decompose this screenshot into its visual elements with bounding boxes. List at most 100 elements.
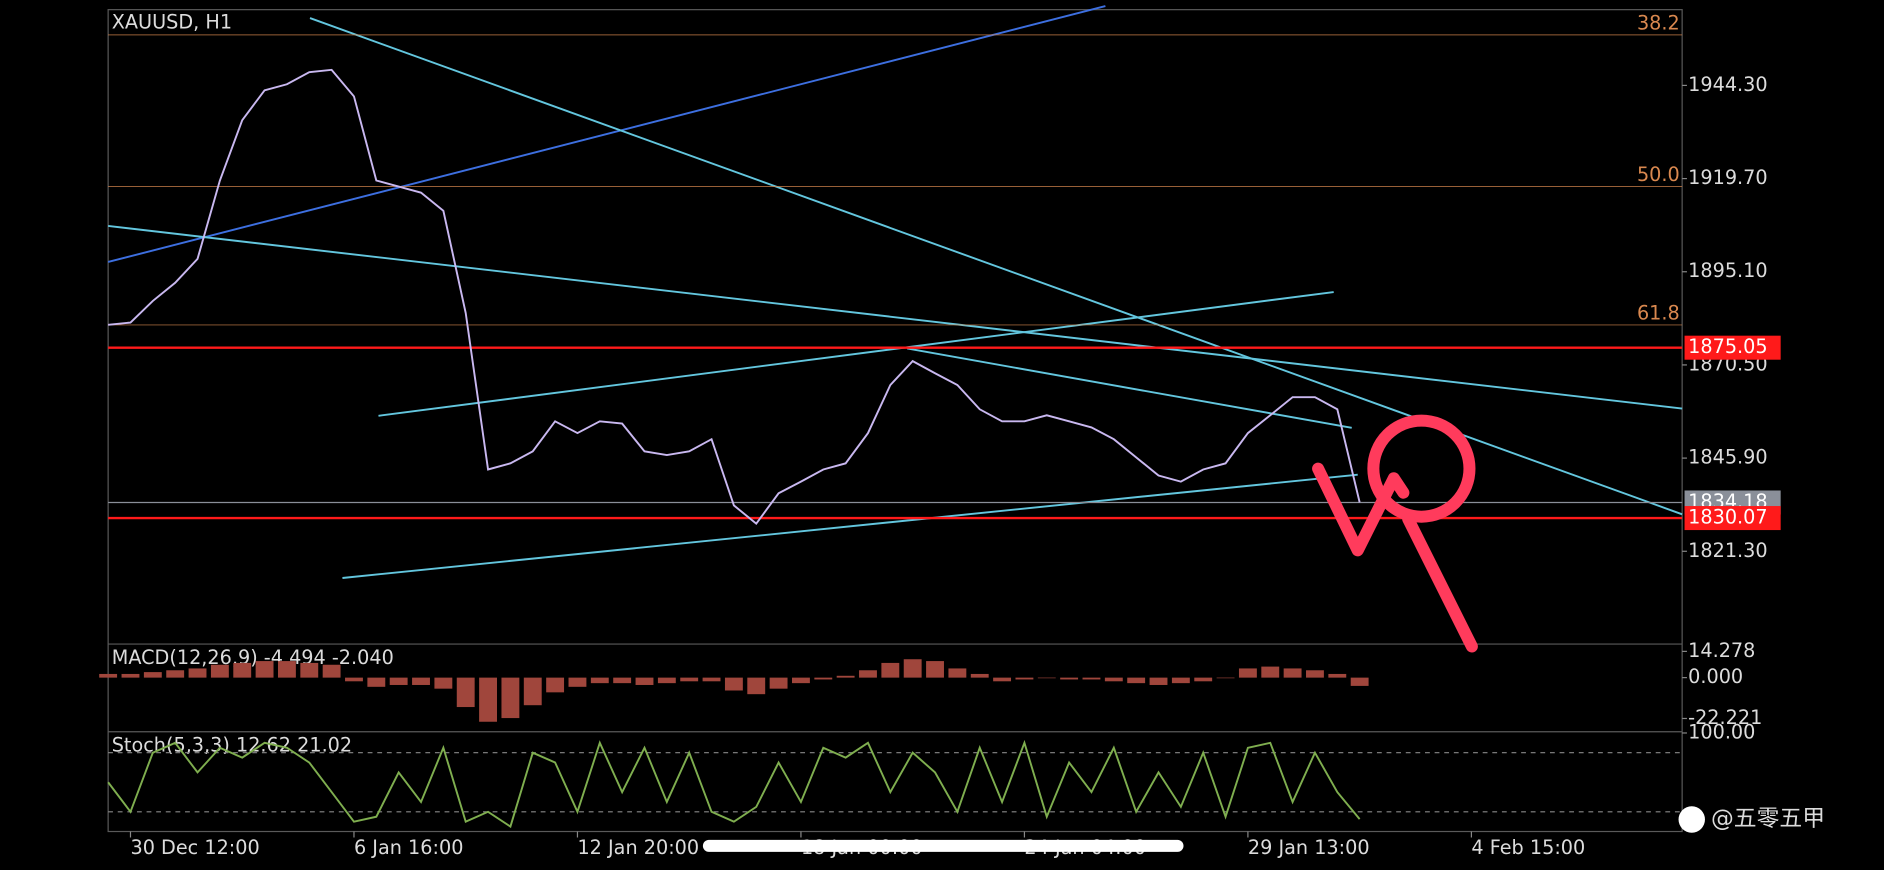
fib-label: 61.8 (1637, 302, 1680, 325)
watermark-logo (1678, 806, 1705, 833)
price-tag (1684, 335, 1781, 360)
histogram-bar (814, 677, 833, 680)
histogram-bar (1015, 677, 1034, 680)
histogram-bar (456, 677, 475, 708)
panel-title: MACD(12,26,9) -4.494 -2.040 (112, 646, 394, 669)
histogram-bar (993, 677, 1012, 682)
trendline (378, 291, 1334, 417)
trendline (108, 224, 1683, 410)
y-tick-label: 1821.30 (1688, 539, 1767, 562)
histogram-bar (926, 661, 944, 678)
histogram-bar (479, 677, 498, 722)
hand-annotation (1312, 414, 1478, 653)
price-line (107, 739, 1361, 829)
histogram-bar (121, 673, 140, 678)
histogram-bar (1306, 670, 1324, 678)
annotation-circle (1367, 414, 1476, 523)
histogram-bar (99, 673, 118, 678)
histogram-bar (792, 677, 810, 684)
histogram-bar (255, 661, 274, 678)
histogram-bar (1350, 677, 1369, 686)
y-tick-label: 1919.70 (1688, 166, 1767, 189)
histogram-bar (635, 677, 654, 685)
x-tick-label: 6 Jan 16:00 (354, 836, 463, 859)
histogram-bar (166, 670, 185, 678)
histogram-bar (1283, 668, 1302, 678)
histogram-bar (143, 672, 162, 678)
histogram-bar (657, 677, 676, 684)
y-tick-label: 0.000 (1688, 665, 1743, 688)
y-tick-label: 1944.30 (1688, 73, 1767, 96)
panel-border (107, 9, 1683, 833)
histogram-bar (345, 677, 363, 682)
histogram-bar (1104, 677, 1123, 682)
histogram-bar (859, 670, 877, 678)
y-tick-label: 1845.90 (1688, 446, 1767, 469)
fib-label: 50.0 (1637, 163, 1680, 186)
frame (107, 9, 1683, 833)
home-indicator (702, 839, 1184, 852)
histogram-bar (568, 677, 587, 687)
histogram-bar (680, 677, 699, 682)
histogram-bar (613, 677, 632, 684)
marks: XAUUSD, H11821.301845.901870.501895.1019… (99, 10, 1781, 859)
histogram-bar (546, 677, 565, 693)
histogram-bar (1261, 666, 1280, 678)
histogram-bar (1238, 668, 1257, 678)
y-tick-label: 100.00 (1688, 720, 1755, 743)
histogram-bar (277, 661, 296, 678)
histogram-bar (1216, 677, 1235, 679)
histogram-bar (233, 662, 252, 678)
histogram-bar (389, 677, 408, 685)
trendline (342, 473, 1358, 579)
histogram-bar (210, 664, 229, 678)
trendline (906, 347, 1352, 429)
histogram-bar (948, 668, 967, 678)
histogram-bar (1127, 677, 1146, 684)
histogram-bar (322, 664, 341, 678)
histogram-bar (1194, 677, 1213, 682)
y-tick-label: 14.278 (1688, 639, 1755, 662)
histogram-bar (1328, 673, 1347, 678)
annotation-stroke (1312, 462, 1410, 557)
histogram-bar (590, 677, 609, 684)
price-tag-label: 1875.05 (1688, 335, 1767, 358)
histogram-bar (501, 677, 520, 719)
x-tick-label: 29 Jan 13:00 (1248, 836, 1370, 859)
histogram-bar (903, 659, 922, 678)
watermark: @五零五甲 (1711, 806, 1825, 832)
histogram-bar (300, 662, 319, 678)
histogram-bar (724, 677, 743, 691)
histogram-bar (702, 677, 721, 682)
histogram-bar (412, 677, 430, 685)
histogram-bar (434, 677, 453, 689)
trendlines (107, 5, 1683, 579)
y-tick-label: -22.221 (1688, 706, 1762, 729)
y-tick-label: 1895.10 (1688, 259, 1767, 282)
price-tag (1684, 506, 1781, 531)
histogram-bar (1171, 677, 1190, 684)
histogram-bar (769, 677, 788, 689)
annotation-stroke (1402, 513, 1478, 653)
trendline (107, 5, 1106, 263)
histogram-bar (836, 675, 855, 678)
histogram-bar (188, 668, 207, 678)
histogram-bar (1060, 677, 1079, 680)
histogram-bar (1082, 677, 1101, 680)
x-tick-label: 12 Jan 20:00 (577, 836, 699, 859)
price-tag-label: 1830.07 (1688, 506, 1767, 529)
histogram-bar (881, 662, 900, 678)
fib-label: 38.2 (1637, 12, 1680, 35)
histogram-bar (367, 677, 386, 687)
histogram-bar (1149, 677, 1168, 685)
panel-title: XAUUSD, H1 (112, 10, 232, 33)
histogram-bar (1037, 677, 1056, 679)
price-line (108, 68, 1361, 526)
histogram-bar (970, 673, 989, 678)
histogram-bar (747, 677, 766, 695)
x-tick-label: 4 Feb 15:00 (1471, 836, 1585, 859)
x-tick-label: 30 Dec 12:00 (130, 836, 259, 859)
histogram-bar (523, 677, 542, 706)
